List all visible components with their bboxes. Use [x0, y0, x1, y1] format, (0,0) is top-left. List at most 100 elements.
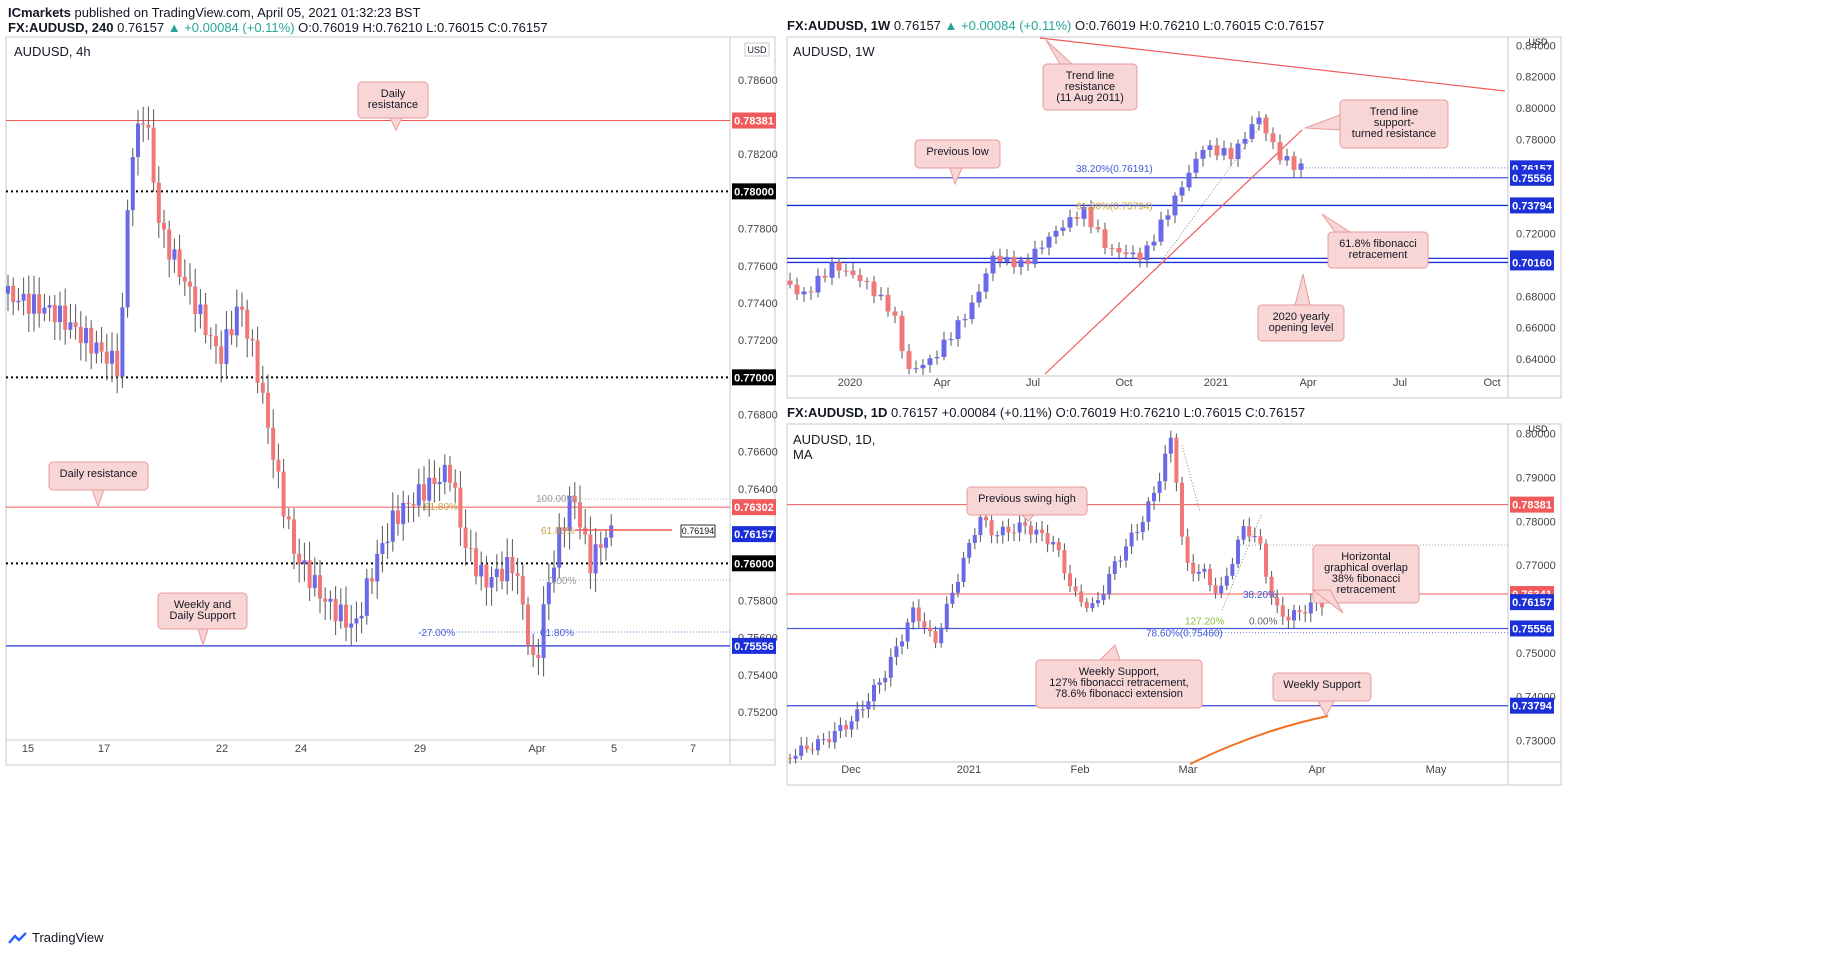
daily-candle: [810, 749, 815, 751]
weekly-callout-trendline-support-pointer: [1304, 114, 1341, 131]
weekly-candle: [1172, 195, 1178, 216]
weekly-fib-diagonal: [1154, 114, 1269, 271]
daily-candle: [1096, 600, 1100, 604]
daily-candle: [984, 517, 988, 521]
daily-callout-weekly-support-fib: 78.6% fibonacci extension: [1055, 688, 1183, 700]
left-candle: [572, 495, 577, 503]
left-candle: [281, 471, 286, 517]
weekly-price-tag: 0.75556: [1512, 173, 1552, 185]
publisher-name[interactable]: ICmarkets: [8, 5, 71, 20]
left-y-tick: 0.77800: [738, 224, 778, 236]
weekly-callout-previous-low: Previous low: [926, 146, 988, 158]
left-candle: [208, 335, 213, 337]
daily-callout-weekly-support: Weekly Support: [1283, 679, 1360, 691]
weekly-y-tick: 0.84000: [1516, 40, 1556, 52]
daily-candle: [1297, 610, 1302, 613]
weekly-y-tick: 0.82000: [1516, 72, 1556, 84]
left-price-tag-bg: [732, 112, 776, 129]
left-candle: [16, 300, 21, 303]
weekly-candle: [1053, 230, 1059, 237]
left-candle: [546, 582, 551, 605]
weekly-price-tag: 0.70160: [1512, 257, 1552, 269]
weekly-callout-trendline-support: support-: [1374, 117, 1415, 129]
weekly-candle: [1165, 215, 1171, 220]
daily-candle: [1146, 501, 1151, 522]
left-candle: [26, 293, 31, 314]
left-candle: [125, 210, 130, 308]
weekly-candle: [885, 294, 891, 312]
daily-fib-diagonal-2: [1221, 512, 1263, 611]
daily-candle: [855, 709, 860, 722]
weekly-callout-fib-618-bg: [1327, 231, 1429, 269]
left-y-tick: 0.77200: [738, 335, 778, 347]
daily-candle: [995, 535, 1000, 537]
daily-candle: [804, 745, 809, 750]
daily-x-tick: Mar: [1179, 764, 1198, 776]
daily-price-tag: 0.76157: [1512, 597, 1552, 609]
daily-price-tag-bg: [1510, 697, 1554, 714]
weekly-panel-frame: [786, 36, 1562, 399]
left-candle: [344, 604, 348, 628]
weekly-candle: [1011, 256, 1017, 268]
daily-candle: [894, 646, 899, 657]
weekly-symbol[interactable]: FX:AUDUSD, 1W: [787, 18, 891, 33]
daily-candle: [844, 724, 848, 730]
weekly-candle: [1039, 247, 1045, 249]
tradingview-brand: TradingView: [32, 930, 104, 945]
left-fib-label: 61.80%: [540, 628, 574, 639]
daily-chart-title: AUDUSD, 1D,: [793, 432, 876, 447]
daily-x-tick: 2021: [957, 764, 981, 776]
left-price-tag: 0.77000: [734, 372, 774, 384]
weekly-candle: [1081, 206, 1087, 219]
weekly-candle: [1242, 138, 1248, 144]
weekly-candle: [1263, 117, 1269, 134]
left-price-tag: 0.76157: [734, 529, 774, 541]
left-x-tick: 22: [216, 743, 228, 755]
left-callout-weekly-daily-support: Weekly and: [174, 599, 231, 611]
daily-symbol[interactable]: FX:AUDUSD, 1D: [787, 405, 888, 420]
left-symbol[interactable]: FX:AUDUSD, 240: [8, 20, 114, 35]
daily-candle: [877, 682, 882, 685]
weekly-open: O:0.76019: [1074, 18, 1136, 33]
left-candle: [604, 537, 608, 548]
left-candle: [536, 654, 541, 658]
left-candle: [396, 510, 400, 525]
left-candle: [500, 568, 504, 582]
weekly-callout-trendline-resistance-bg: [1042, 63, 1138, 111]
weekly-callout-fib-618: 61.8% fibonacci: [1339, 238, 1417, 250]
left-candle: [240, 306, 244, 310]
daily-fib-label: 127.20%: [1185, 616, 1225, 627]
left-close: 0.76157: [117, 20, 165, 35]
tradingview-footer[interactable]: TradingView: [8, 930, 104, 945]
left-closeval: C:0.76157: [487, 20, 548, 35]
daily-candle: [1230, 563, 1235, 576]
left-candle: [89, 327, 94, 354]
weekly-candle: [1214, 145, 1220, 156]
left-x-tick: Apr: [528, 743, 545, 755]
daily-candle: [1079, 591, 1084, 602]
left-candle: [598, 544, 603, 548]
weekly-candle: [836, 262, 842, 271]
left-candle: [266, 392, 270, 428]
left-candle: [390, 510, 395, 542]
left-y-tick: 0.76400: [738, 484, 778, 496]
daily-price-tag-bg: [1510, 594, 1554, 611]
daily-candle: [1185, 536, 1190, 563]
daily-candle: [888, 656, 893, 678]
left-y-tick: 0.75800: [738, 596, 778, 608]
daily-fib-label: 0.00%: [1249, 616, 1277, 627]
left-fib-label: 100.00%: [536, 494, 576, 505]
daily-fib-label: 78.60%(0.75460): [1146, 629, 1223, 640]
daily-candle: [1180, 482, 1184, 537]
daily-candle: [944, 603, 949, 629]
weekly-fib-label: 38.20%(0.76191): [1076, 164, 1153, 175]
daily-candle: [883, 677, 888, 683]
weekly-x-tick: 2021: [1204, 377, 1228, 389]
weekly-candle: [1277, 142, 1283, 161]
daily-candle: [933, 631, 938, 644]
weekly-trendline-support: [1044, 129, 1303, 375]
left-candle: [411, 504, 416, 506]
left-y-tick: 0.75200: [738, 707, 778, 719]
daily-candle: [1084, 601, 1089, 609]
